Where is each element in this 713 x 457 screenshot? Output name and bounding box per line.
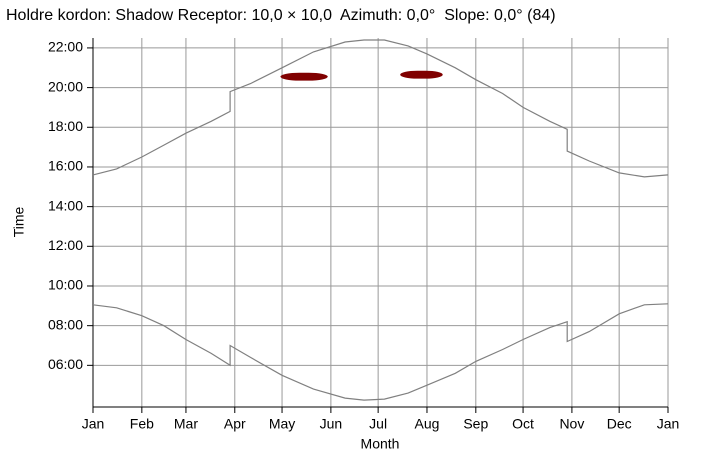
x-tick-label: Oct [512, 416, 534, 432]
x-tick-label: Jan [657, 416, 680, 432]
x-tick-label: Dec [607, 416, 632, 432]
y-tick-label: 06:00 [48, 356, 83, 372]
shadow-period [280, 72, 328, 81]
shadow-period [400, 70, 443, 79]
x-tick-label: Feb [130, 416, 154, 432]
y-tick-label: 18:00 [48, 118, 83, 134]
x-tick-label: Apr [224, 416, 246, 432]
x-axis-label: Month [361, 436, 400, 452]
x-tick-label: May [269, 416, 295, 432]
y-tick-label: 16:00 [48, 158, 83, 174]
y-tick-label: 10:00 [48, 277, 83, 293]
y-tick-label: 22:00 [48, 39, 83, 55]
x-tick-label: Jun [320, 416, 343, 432]
line [92, 39, 669, 178]
x-tick-label: Nov [559, 416, 584, 432]
x-tick-label: Jan [82, 416, 105, 432]
y-tick-label: 20:00 [48, 78, 83, 94]
x-tick-label: Mar [174, 416, 198, 432]
y-tick-label: 14:00 [48, 197, 83, 213]
chart-title: Holdre kordon: Shadow Receptor: 10,0 × 1… [6, 7, 556, 24]
x-tick-label: Jul [369, 416, 387, 432]
y-axis-label: Time [11, 206, 27, 237]
x-tick-label: Aug [415, 416, 440, 432]
y-tick-label: 08:00 [48, 316, 83, 332]
y-tick-label: 12:00 [48, 237, 83, 253]
x-tick-label: Sep [463, 416, 488, 432]
line [92, 303, 669, 401]
